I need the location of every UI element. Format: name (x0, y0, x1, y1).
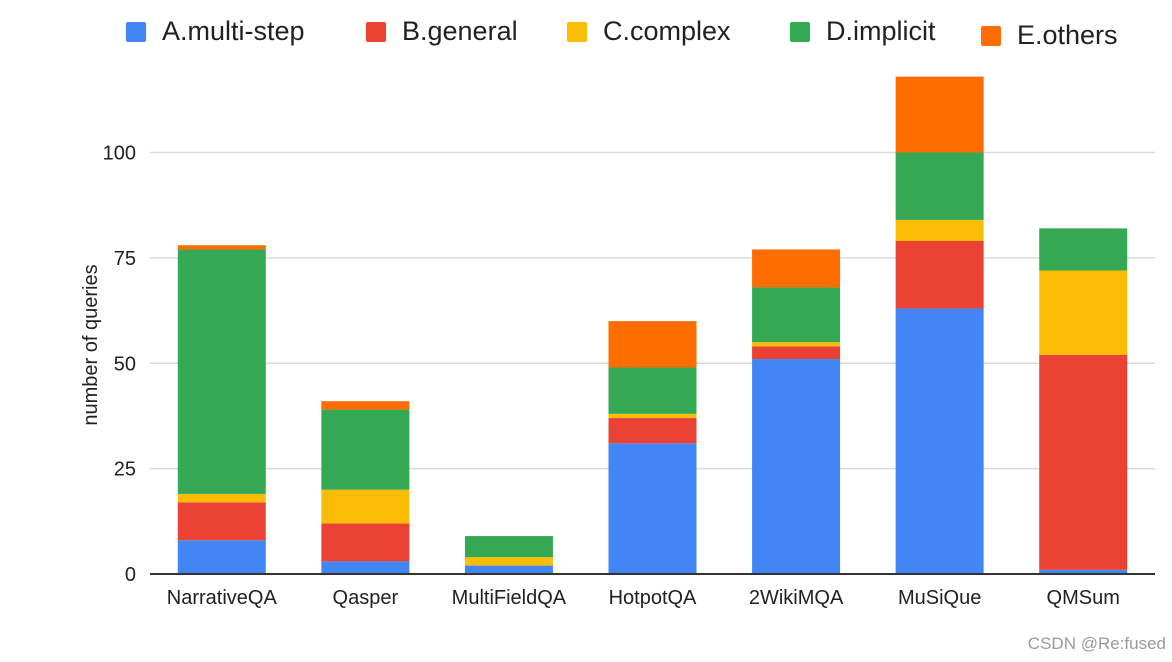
bar-qmsum-c-complex (1039, 270, 1128, 355)
legend-label-b: B.general (402, 16, 518, 46)
bar-qasper-b-general (321, 523, 410, 562)
x-tick-labels: NarrativeQA Qasper MultiFieldQA HotpotQA 2Wi… (167, 587, 1120, 609)
y-tick-75: 75 (114, 248, 136, 270)
bar-narrativeqa-c-complex (177, 493, 266, 503)
y-tick-labels: 0 25 50 75 100 (103, 143, 136, 587)
bars (177, 76, 1128, 574)
y-tick-0: 0 (125, 564, 136, 586)
x-tick-musique: MuSiQue (898, 587, 981, 609)
y-axis-label: number of queries (80, 264, 102, 425)
bar-2wikimqa-a-multi-step (752, 359, 841, 574)
y-tick-50: 50 (114, 353, 136, 375)
x-tick-2wikimqa: 2WikiMQA (749, 587, 844, 609)
legend-swatch-b (366, 21, 386, 42)
legend-item-d-implicit: D.implicit (790, 16, 936, 47)
bar-hotpotqa-d-implicit (608, 367, 697, 414)
bar-2wikimqa-b-general (752, 346, 841, 360)
x-tick-hotpotqa: HotpotQA (609, 587, 697, 609)
x-tick-multifieldqa: MultiFieldQA (452, 587, 567, 609)
legend-label-c: C.complex (603, 16, 731, 46)
bar-2wikimqa-c-complex (752, 342, 841, 347)
x-tick-qmsum: QMSum (1047, 587, 1120, 609)
bar-hotpotqa-c-complex (608, 413, 697, 419)
bar-narrativeqa-d-implicit (177, 249, 266, 494)
bar-musique-e-others (895, 76, 984, 153)
bar-qasper-d-implicit (321, 409, 410, 490)
bar-musique-d-implicit (895, 152, 984, 220)
legend-label-e: E.others (1017, 20, 1118, 50)
legend-swatch-a (126, 21, 146, 42)
legend-label-a: A.multi-step (162, 16, 305, 46)
bar-musique-c-complex (895, 219, 984, 242)
legend-swatch-d (790, 21, 810, 42)
legend-label-d: D.implicit (826, 16, 936, 46)
legend: A.multi-step B.general C.complex D.impli… (0, 0, 1172, 60)
legend-item-e-others: E.others (981, 20, 1118, 51)
legend-item-b-general: B.general (366, 16, 518, 47)
watermark: CSDN @Re:fused (1027, 634, 1166, 653)
bar-2wikimqa-e-others (752, 249, 841, 288)
x-tick-qasper: Qasper (333, 587, 399, 609)
bar-qasper-c-complex (321, 489, 410, 524)
bar-2wikimqa-d-implicit (752, 287, 841, 343)
bar-qmsum-d-implicit (1039, 228, 1128, 271)
legend-swatch-e (981, 25, 1001, 46)
bar-narrativeqa-e-others (177, 245, 266, 250)
bar-hotpotqa-b-general (608, 418, 697, 444)
legend-swatch-c (567, 21, 587, 42)
bar-qmsum-a-multi-step (1039, 569, 1128, 574)
legend-item-a-multi-step: A.multi-step (126, 16, 305, 47)
bar-musique-b-general (895, 241, 984, 309)
bar-narrativeqa-b-general (177, 502, 266, 541)
bar-narrativeqa-a-multi-step (177, 540, 266, 574)
bar-qmsum-b-general (1039, 354, 1128, 570)
y-tick-100: 100 (103, 143, 136, 165)
bar-multifieldqa-a-multi-step (464, 565, 553, 574)
legend-item-c-complex: C.complex (567, 16, 731, 47)
bar-hotpotqa-e-others (608, 321, 697, 368)
bar-multifieldqa-d-implicit (464, 536, 553, 558)
y-tick-25: 25 (114, 459, 136, 481)
bar-hotpotqa-a-multi-step (608, 443, 697, 574)
bar-qasper-a-multi-step (321, 561, 410, 574)
bar-multifieldqa-c-complex (464, 557, 553, 566)
bar-qasper-e-others (321, 401, 410, 410)
bar-musique-a-multi-step (895, 308, 984, 574)
x-tick-narrativeqa: NarrativeQA (167, 587, 278, 609)
